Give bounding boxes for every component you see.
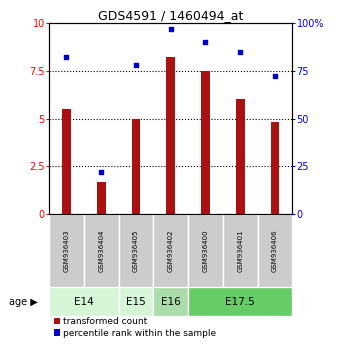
Text: E16: E16 — [161, 297, 180, 307]
Point — [168, 26, 173, 32]
Point — [133, 62, 139, 68]
Point — [203, 39, 208, 45]
Bar — [153, 214, 188, 287]
Bar — [84, 214, 119, 287]
Bar — [119, 287, 153, 316]
Text: GSM936401: GSM936401 — [237, 229, 243, 272]
Bar — [131, 119, 140, 214]
Text: age ▶: age ▶ — [9, 297, 38, 307]
Text: GSM936400: GSM936400 — [202, 229, 209, 272]
Bar — [119, 214, 153, 287]
Bar — [201, 71, 210, 214]
Bar — [166, 57, 175, 214]
Bar — [188, 287, 292, 316]
Point — [64, 55, 69, 60]
Bar — [97, 182, 105, 214]
Bar — [188, 214, 223, 287]
Text: GSM936403: GSM936403 — [64, 229, 69, 272]
Bar — [223, 214, 258, 287]
Bar — [153, 287, 188, 316]
Bar — [49, 214, 84, 287]
Text: GSM936406: GSM936406 — [272, 229, 278, 272]
Title: GDS4591 / 1460494_at: GDS4591 / 1460494_at — [98, 9, 243, 22]
Legend: transformed count, percentile rank within the sample: transformed count, percentile rank withi… — [53, 318, 217, 338]
Text: E14: E14 — [74, 297, 94, 307]
Bar — [62, 109, 71, 214]
Text: E15: E15 — [126, 297, 146, 307]
Point — [238, 49, 243, 55]
Text: E17.5: E17.5 — [225, 297, 255, 307]
Bar — [258, 214, 292, 287]
Text: GSM936402: GSM936402 — [168, 229, 174, 272]
Bar — [236, 99, 245, 214]
Bar — [49, 287, 119, 316]
Point — [272, 74, 278, 79]
Bar — [271, 122, 279, 214]
Text: GSM936405: GSM936405 — [133, 229, 139, 272]
Point — [98, 169, 104, 175]
Text: GSM936404: GSM936404 — [98, 229, 104, 272]
